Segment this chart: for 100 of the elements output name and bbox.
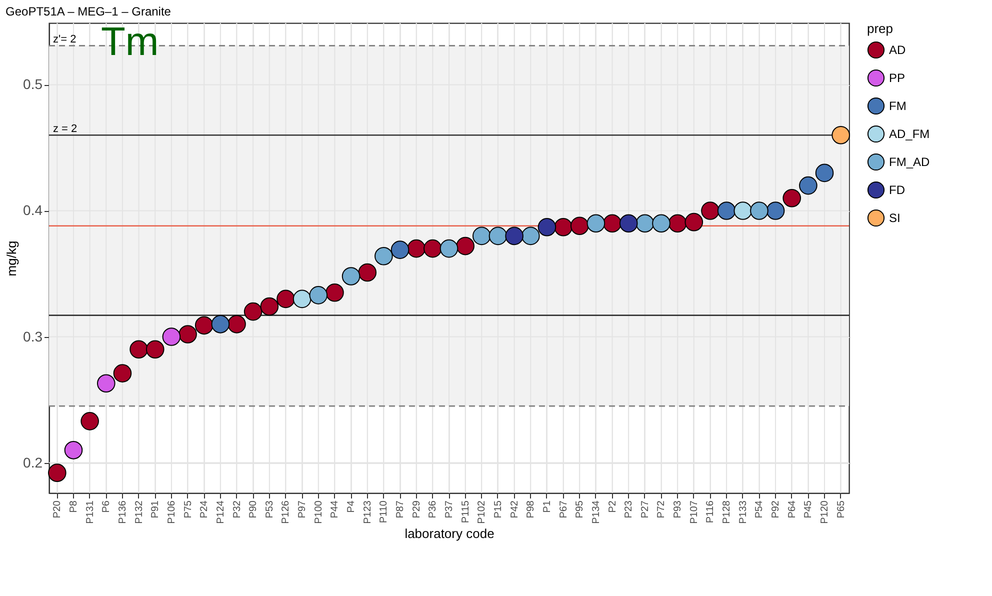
annotation: Tm xyxy=(101,20,159,64)
point xyxy=(228,315,246,334)
x-tick-label: P100 xyxy=(313,500,324,524)
point xyxy=(488,226,508,246)
legend-title: prep xyxy=(867,21,894,36)
point xyxy=(701,202,720,220)
point xyxy=(113,364,132,382)
point xyxy=(521,226,540,246)
x-tick-label: P32 xyxy=(232,500,243,518)
chart-title: GeoPT51A – MEG–1 – Granite xyxy=(6,4,172,18)
point xyxy=(374,246,393,266)
x-tick-label: P123 xyxy=(362,500,374,524)
legend-label: FD xyxy=(889,183,906,197)
x-tick-label: P90 xyxy=(248,500,260,518)
point xyxy=(292,290,312,308)
point xyxy=(309,286,328,304)
point xyxy=(130,340,148,358)
point xyxy=(668,214,687,232)
point xyxy=(586,214,606,232)
x-tick-label: P97 xyxy=(297,500,308,518)
x-tick-label: P126 xyxy=(280,500,292,524)
x-tick-label: P87 xyxy=(395,500,406,518)
point xyxy=(750,202,768,220)
x-tick-label: P93 xyxy=(672,500,684,518)
point xyxy=(211,315,230,334)
x-tick-label: P67 xyxy=(558,500,570,518)
y-axis-title: mg/kg xyxy=(4,240,20,276)
x-tick-label: P131 xyxy=(84,500,96,524)
x-tick-label: P15 xyxy=(492,500,504,518)
y-tick-label: 0.2 xyxy=(23,454,43,470)
point xyxy=(146,340,164,358)
x-tick-label: P110 xyxy=(378,500,390,524)
point xyxy=(619,214,638,232)
point xyxy=(260,297,279,316)
legend-label: AD_FM xyxy=(889,127,930,141)
x-tick-label: P115 xyxy=(460,500,472,524)
point xyxy=(162,328,181,346)
x-tick-label: P132 xyxy=(134,500,145,524)
x-tick-label: P37 xyxy=(444,500,455,518)
point xyxy=(194,316,214,335)
x-tick-label: P23 xyxy=(624,500,635,518)
point xyxy=(80,412,99,430)
x-tick-label: P29 xyxy=(411,500,422,518)
point xyxy=(766,202,785,220)
legend-label: PP xyxy=(889,71,906,85)
x-tick-label: P128 xyxy=(722,500,733,524)
legend-label: FM xyxy=(889,99,906,113)
x-tick-label: P134 xyxy=(590,500,602,524)
x-tick-label: P106 xyxy=(166,500,178,524)
x-tick-label: P102 xyxy=(476,500,488,524)
x-tick-label: P120 xyxy=(820,500,831,524)
point xyxy=(636,214,654,232)
point xyxy=(472,226,491,246)
x-tick-label: P36 xyxy=(428,500,439,518)
x-tick-label: P136 xyxy=(117,500,128,524)
x-tick-label: P92 xyxy=(770,500,782,518)
point xyxy=(570,216,589,236)
x-tick-label: P53 xyxy=(264,500,276,518)
x-tick-label: P95 xyxy=(574,500,586,518)
x-tick-label: P1 xyxy=(542,500,553,513)
x-tick-label: P8 xyxy=(68,500,80,513)
point xyxy=(358,263,377,282)
x-tick-label: P2 xyxy=(607,500,618,513)
point xyxy=(96,374,116,393)
legend-label: FM_AD xyxy=(889,155,930,169)
point xyxy=(505,226,524,246)
point xyxy=(390,240,410,259)
point xyxy=(64,441,83,460)
x-tick-label: P107 xyxy=(688,500,700,524)
x-tick-label: P27 xyxy=(640,500,651,518)
y-tick-label: 0.3 xyxy=(23,328,43,344)
x-tick-label: P42 xyxy=(509,500,520,518)
x-tick-label: P72 xyxy=(656,500,668,518)
x-tick-label: P65 xyxy=(836,500,847,518)
y-tick-label: 0.5 xyxy=(23,76,43,92)
point xyxy=(815,164,834,182)
x-tick-label: P44 xyxy=(330,500,341,518)
point xyxy=(832,126,850,144)
x-tick-label: P124 xyxy=(215,500,226,524)
x-axis-title: laboratory code xyxy=(404,526,494,541)
point xyxy=(244,302,262,321)
legend-label: SI xyxy=(889,211,900,225)
point xyxy=(652,214,670,232)
x-tick-label: P64 xyxy=(786,500,798,518)
x-tick-label: P91 xyxy=(150,500,162,518)
point xyxy=(276,290,295,308)
point xyxy=(603,214,622,232)
point xyxy=(782,189,802,208)
point xyxy=(342,267,360,286)
legend-label: AD xyxy=(889,43,906,57)
x-tick-label: P54 xyxy=(754,500,766,518)
x-tick-label: P133 xyxy=(738,500,749,524)
point xyxy=(456,236,474,256)
x-tick-label: P4 xyxy=(346,500,358,513)
x-tick-label: P75 xyxy=(182,500,194,518)
point xyxy=(538,218,556,236)
annotation: z = 2 xyxy=(53,123,78,136)
point xyxy=(48,464,66,482)
annotation: z'= 2 xyxy=(53,34,76,46)
point xyxy=(799,176,818,195)
